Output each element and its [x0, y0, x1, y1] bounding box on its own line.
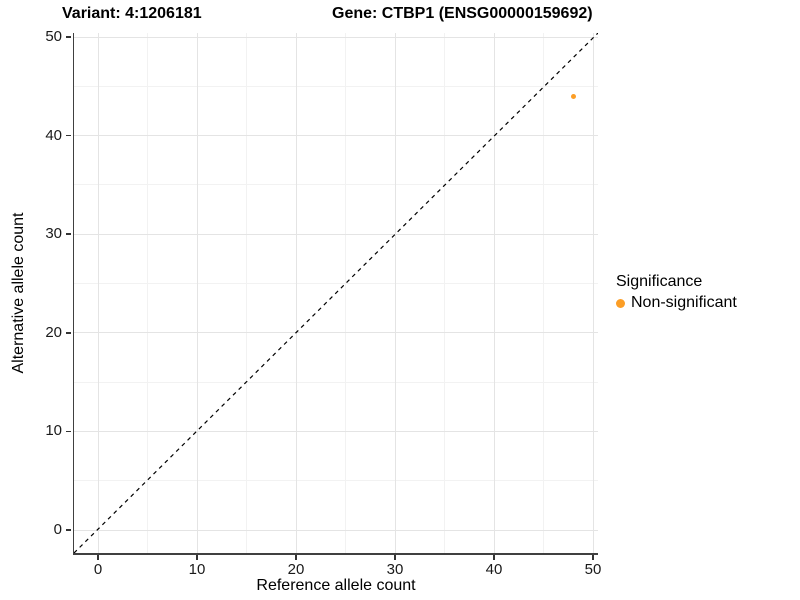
- gridline-major-vertical: [394, 33, 396, 553]
- x-tick-label: 50: [584, 561, 602, 578]
- legend: Significance Non-significant: [616, 273, 737, 312]
- x-axis-title: Reference allele count: [256, 577, 416, 594]
- data-point: [570, 93, 576, 99]
- gridline-major-horizontal: [74, 233, 598, 235]
- identity-dashed-line: [74, 33, 598, 553]
- y-tick-mark: [66, 233, 71, 235]
- x-tick-label: 30: [386, 561, 404, 578]
- y-tick-label: 10: [45, 422, 62, 440]
- gridline-major-vertical: [97, 33, 99, 553]
- gridline-minor-horizontal: [74, 85, 598, 87]
- gridline-major-horizontal: [74, 36, 598, 38]
- y-tick-mark: [66, 332, 71, 334]
- y-tick-label: 40: [45, 126, 62, 144]
- x-tick-mark: [493, 554, 495, 560]
- y-tick-label: 50: [45, 28, 62, 45]
- y-tick-mark: [66, 36, 71, 38]
- legend-item-label: Non-significant: [631, 294, 737, 311]
- x-tick-mark: [97, 554, 99, 560]
- gridline-major-vertical: [493, 33, 495, 553]
- y-tick-mark: [66, 430, 71, 433]
- y-tick-mark: [66, 529, 71, 531]
- x-tick-mark: [592, 554, 594, 560]
- gridline-major-horizontal: [74, 332, 598, 334]
- x-tick-label: 10: [188, 561, 206, 578]
- x-tick-label: 40: [485, 561, 503, 578]
- y-tick-mark: [66, 134, 71, 137]
- gridline-minor-horizontal: [74, 184, 598, 186]
- gridline-minor-vertical: [444, 33, 445, 553]
- x-tick-label: 20: [287, 561, 305, 578]
- gridline-minor-horizontal: [74, 480, 598, 482]
- gridline-major-horizontal: [74, 430, 598, 432]
- gridline-major-horizontal: [74, 135, 598, 137]
- x-tick-label: 0: [93, 561, 103, 578]
- gridline-minor-vertical: [246, 33, 247, 553]
- y-axis-title: Alternative allele count: [10, 212, 27, 374]
- y-tick-label: 30: [45, 225, 62, 243]
- gridline-major-vertical: [592, 33, 594, 553]
- gridline-major-vertical: [196, 33, 198, 553]
- gridline-minor-vertical: [543, 33, 544, 553]
- gridline-minor-vertical: [147, 33, 148, 553]
- y-axis-line: [72, 33, 74, 555]
- y-tick-label: 0: [53, 521, 62, 538]
- x-tick-mark: [295, 554, 297, 560]
- x-tick-mark: [196, 554, 198, 560]
- gene-title: Gene: CTBP1 (ENSG00000159692): [332, 5, 593, 22]
- x-tick-mark: [394, 554, 396, 560]
- gridline-minor-horizontal: [74, 283, 598, 284]
- legend-marker-icon: [616, 298, 625, 308]
- legend-title: Significance: [616, 273, 703, 290]
- y-tick-label: 20: [45, 323, 62, 341]
- gridline-major-vertical: [295, 33, 297, 553]
- gridline-minor-horizontal: [74, 381, 598, 383]
- variant-title: Variant: 4:1206181: [62, 5, 202, 22]
- gridline-major-horizontal: [74, 529, 598, 531]
- gridline-minor-vertical: [345, 33, 346, 553]
- legend-item-non-significant: Non-significant: [616, 294, 737, 312]
- x-axis-line: [72, 553, 598, 555]
